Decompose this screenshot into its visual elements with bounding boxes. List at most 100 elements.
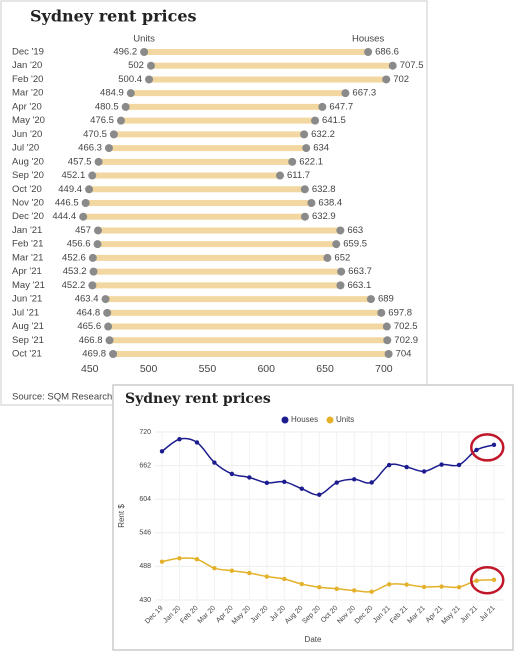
y-tick-label: 604 (139, 496, 151, 503)
value-label: 452.1 (61, 170, 85, 181)
dot (377, 308, 386, 317)
y-tick-label: 720 (139, 429, 151, 436)
dot (318, 102, 327, 111)
category-label: Mar '21 (12, 252, 43, 263)
legend-swatch (326, 416, 334, 424)
y-tick-label: 488 (139, 563, 151, 570)
point (474, 578, 479, 583)
dot (103, 308, 112, 317)
point (299, 581, 304, 587)
dot (388, 61, 397, 70)
x-tick-label: 500 (140, 363, 158, 375)
highlight-circle (470, 565, 505, 595)
series-label: Houses (352, 34, 384, 45)
x-tick-label: 700 (375, 363, 393, 375)
category-label: Jul '20 (12, 143, 39, 154)
value-label: 446.5 (55, 198, 79, 209)
dot (300, 212, 309, 221)
dot (300, 130, 309, 139)
value-label: 702.9 (394, 335, 418, 346)
value-label: 502 (128, 60, 144, 71)
point (334, 480, 339, 485)
value-label: 707.5 (400, 60, 424, 71)
value-label: 622.1 (299, 156, 323, 167)
category-label: May '20 (12, 115, 45, 126)
category-label: Mar '20 (12, 88, 43, 99)
dot (101, 295, 110, 304)
value-label: 667.3 (352, 88, 376, 99)
value-label: 452.2 (62, 280, 86, 291)
value-label: 466.8 (79, 335, 103, 346)
value-label: 647.7 (329, 101, 353, 112)
value-label: 659.5 (343, 239, 367, 250)
category-label: Jun '20 (12, 129, 42, 140)
dot (88, 281, 97, 290)
x-axis-label: Date (305, 635, 322, 644)
dot (116, 116, 125, 125)
value-label: 476.5 (90, 115, 114, 126)
dot (323, 253, 332, 262)
dot (104, 144, 113, 153)
dot (121, 102, 130, 111)
category-label: Dec '20 (12, 211, 44, 222)
value-label: 480.5 (95, 101, 119, 112)
point (474, 447, 479, 453)
point (369, 589, 374, 594)
value-label: 457.5 (68, 156, 92, 167)
category-label: Feb '20 (12, 74, 43, 85)
category-label: Apr '21 (12, 266, 42, 277)
source: Source: SQM Research (12, 392, 112, 403)
value-label: 663.1 (347, 280, 371, 291)
category-label: Jul '21 (12, 307, 39, 318)
point (212, 460, 217, 465)
dot (94, 226, 102, 235)
point (159, 449, 165, 454)
value-label: 663.7 (348, 266, 372, 277)
dot (332, 240, 341, 249)
dot (140, 48, 149, 56)
point (352, 477, 357, 482)
point (456, 462, 462, 468)
value-label: 464.8 (76, 307, 100, 318)
dot (81, 199, 90, 207)
point (456, 584, 462, 590)
value-label: 452.6 (62, 252, 86, 263)
legend-swatch (281, 416, 289, 424)
y-tick-label: 662 (139, 462, 151, 469)
point (369, 480, 374, 485)
point (386, 462, 392, 468)
dot (85, 185, 94, 194)
x-tick-label: 600 (257, 363, 275, 375)
value-label: 470.5 (83, 129, 107, 140)
legend-label: Units (336, 415, 354, 424)
point (334, 586, 339, 591)
point (177, 556, 182, 561)
category-label: Sep '20 (12, 170, 44, 181)
dot (88, 253, 97, 262)
point (439, 584, 444, 589)
value-label: 457 (75, 225, 91, 236)
point (386, 582, 392, 587)
point (282, 479, 287, 485)
category-label: Oct '20 (12, 184, 42, 195)
value-label: 689 (378, 294, 394, 305)
y-tick-label: 430 (139, 597, 151, 604)
value-label: 444.4 (52, 211, 76, 222)
category-label: May '21 (12, 280, 45, 291)
category-label: Dec '19 (12, 47, 44, 58)
dot (126, 89, 135, 98)
category-label: Nov '20 (12, 198, 44, 209)
dot (104, 322, 113, 331)
dot (146, 61, 155, 70)
dot (94, 157, 103, 166)
dot (366, 295, 375, 304)
value-label: 496.2 (113, 47, 137, 58)
category-label: Feb '21 (12, 239, 43, 250)
dot (336, 226, 345, 235)
dot (384, 350, 393, 358)
point (194, 557, 200, 562)
category-label: Oct '21 (12, 349, 42, 360)
x-tick-label: 650 (316, 363, 334, 375)
value-label: 697.8 (388, 307, 412, 318)
point (282, 576, 287, 582)
